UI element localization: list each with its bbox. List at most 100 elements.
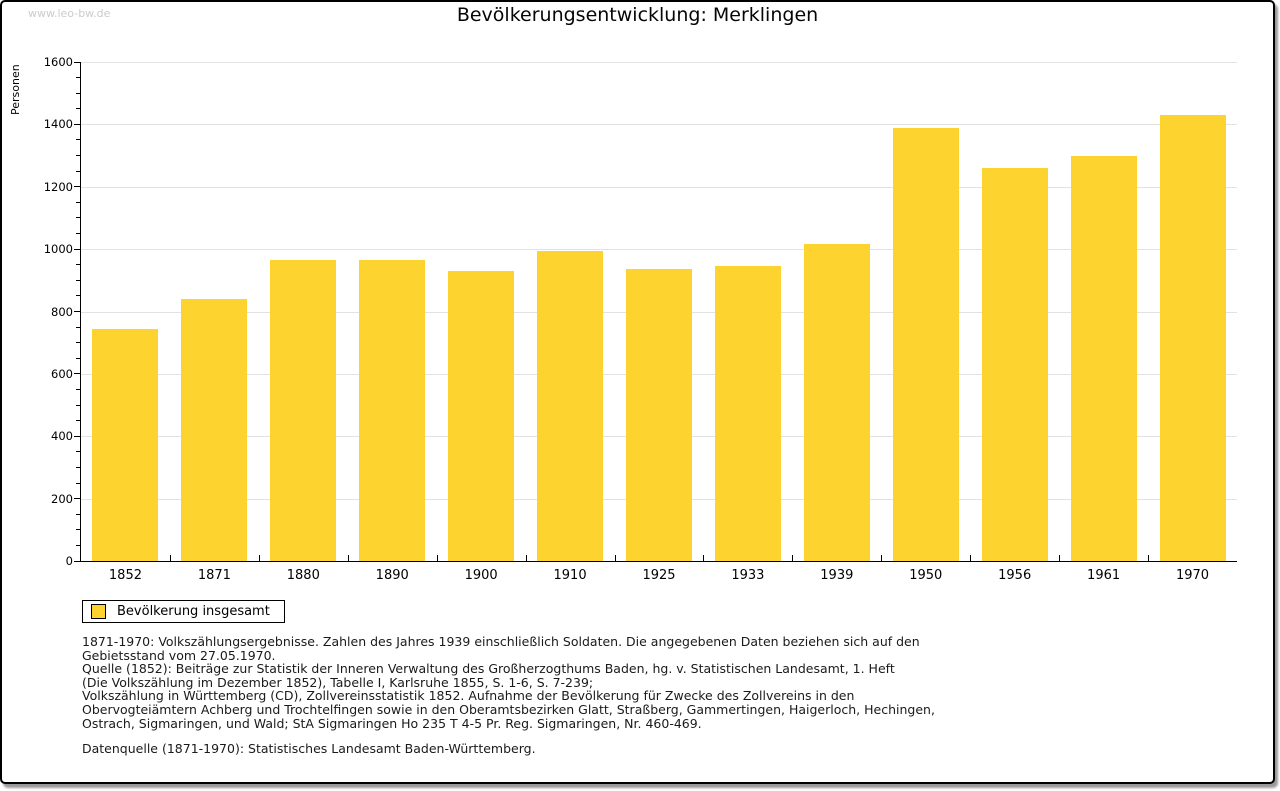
bar: [892, 127, 959, 561]
bar: [359, 260, 426, 561]
x-category-label: 1900: [464, 568, 498, 583]
x-category-label: 1910: [553, 568, 587, 583]
y-tick-label: 1000: [43, 242, 73, 257]
y-tick-minor: [76, 466, 80, 468]
x-category-label: 1880: [286, 568, 320, 583]
bar: [714, 266, 781, 561]
legend: Bevölkerung insgesamt: [82, 600, 285, 623]
datasource-note: Datenquelle (1871-1970): Statistisches L…: [82, 741, 536, 756]
y-tick: [74, 498, 80, 500]
y-tick-minor: [76, 482, 80, 484]
y-tick-minor: [76, 233, 80, 235]
bar: [448, 270, 515, 561]
footnote-line: Quelle (1852): Beiträge zur Statistik de…: [82, 661, 895, 677]
y-tick-minor: [76, 77, 80, 79]
y-tick: [74, 123, 80, 125]
bar: [537, 250, 604, 561]
x-tick: [614, 555, 616, 561]
y-tick-minor: [76, 139, 80, 141]
watermark: www.leo-bw.de: [28, 7, 111, 20]
gridline: [81, 124, 1237, 126]
x-category-label: 1956: [998, 568, 1032, 583]
y-tick-minor: [76, 544, 80, 546]
y-tick-label: 0: [65, 554, 73, 568]
footnote-line: Gebietsstand vom 27.05.1970.: [82, 647, 276, 663]
y-tick-minor: [76, 451, 80, 453]
y-tick: [74, 560, 80, 562]
bar: [92, 328, 159, 561]
x-category-label: 1961: [1087, 568, 1121, 583]
x-tick: [881, 555, 883, 561]
x-tick: [436, 555, 438, 561]
y-tick-label: 1600: [43, 55, 73, 69]
x-tick: [792, 555, 794, 561]
y-tick-minor: [76, 92, 80, 94]
y-tick-minor: [76, 279, 80, 281]
footnote-line: 1871-1970: Volkszählungsergebnisse. Zahl…: [82, 634, 920, 649]
y-tick: [74, 248, 80, 250]
x-category-label: 1890: [375, 568, 409, 583]
x-category-label: 1950: [909, 568, 943, 583]
bar: [1070, 155, 1137, 561]
y-tick-minor: [76, 357, 80, 359]
y-tick: [74, 61, 80, 63]
page-title: Bevölkerungsentwicklung: Merklingen: [456, 4, 819, 26]
y-tick: [74, 435, 80, 437]
y-tick-minor: [76, 420, 80, 422]
x-tick: [970, 555, 972, 561]
x-tick: [1148, 555, 1150, 561]
x-category-label: 1933: [731, 568, 765, 583]
y-tick-label: 400: [51, 429, 73, 444]
y-tick-label: 600: [51, 366, 73, 381]
bar: [181, 299, 248, 561]
y-axis-label: Personen: [9, 64, 22, 115]
y-tick-label: 800: [51, 304, 73, 319]
y-tick-minor: [76, 264, 80, 266]
bar: [803, 244, 870, 561]
footnotes: 1871-1970: Volkszählungsergebnisse. Zahl…: [82, 635, 935, 730]
legend-label: Bevölkerung insgesamt: [117, 604, 270, 619]
bar: [981, 168, 1048, 561]
x-tick: [1059, 555, 1061, 561]
y-tick-minor: [76, 201, 80, 203]
y-tick: [74, 186, 80, 188]
y-tick-minor: [76, 404, 80, 406]
y-tick-minor: [76, 513, 80, 515]
y-tick-minor: [76, 295, 80, 297]
gridline: [81, 62, 1237, 63]
y-tick-label: 1200: [43, 179, 73, 194]
y-tick-minor: [76, 155, 80, 157]
legend-swatch-icon: [91, 604, 106, 619]
y-tick-minor: [76, 388, 80, 390]
footnote-line: Volkszählung in Württemberg (CD), Zollve…: [82, 688, 855, 704]
x-category-label: 1970: [1175, 568, 1210, 583]
x-category-label: 1925: [642, 568, 676, 583]
y-tick-label: 1400: [43, 117, 73, 132]
plot-area: 0 200 400 600 800 1000 1200 1400 1600 1852 1871 188…: [44, 55, 1237, 583]
x-tick: [169, 555, 171, 561]
footnote-line: Ostrach, Sigmaringen, und Wald; StA Sigm…: [82, 715, 702, 731]
bar: [270, 260, 337, 561]
y-tick: [74, 311, 80, 312]
footnote-line: Obervogteiämtern Achberg und Trochtelfin…: [82, 701, 935, 717]
bar: [626, 269, 692, 561]
y-tick: [74, 373, 80, 375]
x-category-label: 1939: [820, 568, 854, 583]
y-tick-label: 200: [51, 491, 73, 506]
bar: [1159, 115, 1226, 561]
x-tick: [347, 555, 349, 561]
y-tick-minor: [76, 326, 80, 328]
footnote-line: (Die Volkszählung im Dezember 1852), Tab…: [82, 674, 594, 690]
x-tick: [258, 555, 260, 561]
y-tick-minor: [76, 342, 80, 344]
x-category-label: 1852: [108, 568, 142, 583]
x-tick: [703, 555, 705, 561]
x-tick: [525, 555, 527, 561]
gridline: [81, 186, 1237, 188]
y-tick-minor: [76, 529, 80, 531]
gridline: [81, 249, 1237, 251]
x-category-label: 1871: [197, 568, 231, 583]
y-tick-minor: [76, 217, 80, 219]
y-tick-minor: [76, 108, 80, 110]
